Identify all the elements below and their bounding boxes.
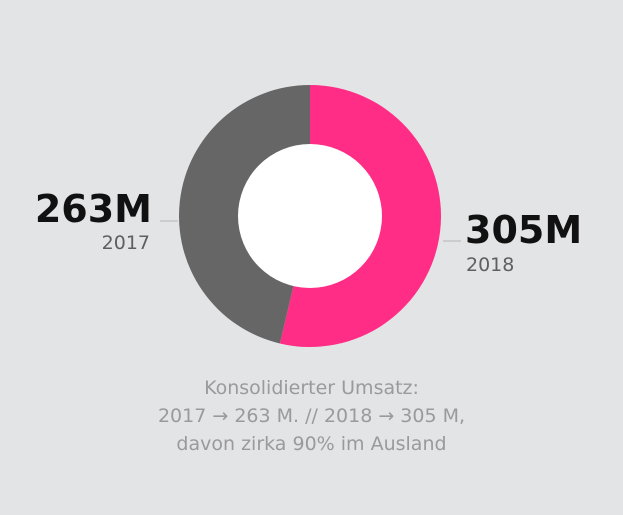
donut-hole	[238, 144, 382, 288]
chart-caption: Konsolidierter Umsatz: 2017 → 263 M. // …	[0, 374, 623, 458]
value-label-2018: 305M	[465, 208, 582, 252]
year-label-2017: 2017	[102, 232, 150, 254]
caption-line-2: 2017 → 263 M. // 2018 → 305 M,	[157, 405, 466, 427]
value-label-2017: 263M	[35, 187, 152, 231]
year-label-2018: 2018	[466, 254, 514, 276]
caption-line-1: Konsolidierter Umsatz:	[204, 377, 419, 399]
caption-line-3: davon zirka 90% im Ausland	[176, 433, 447, 455]
